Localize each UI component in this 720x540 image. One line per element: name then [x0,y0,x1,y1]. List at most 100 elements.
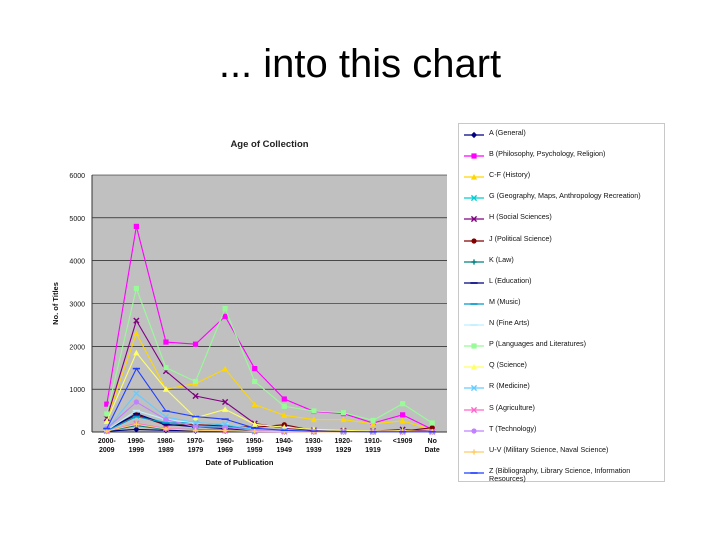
legend-label: B (Philosophy, Psychology, Religion) [489,149,606,159]
data-point [281,412,288,418]
data-point [163,426,169,432]
legend-swatch [464,428,484,434]
legend-item: Z (Bibliography, Library Science, Inform… [463,465,663,487]
data-point [133,399,139,405]
legend-swatch [464,472,484,474]
chart-title: Age of Collection [230,139,308,150]
data-point [251,421,258,427]
x-tick-label-line2: 1939 [306,447,322,454]
data-point [400,401,406,407]
data-point [133,390,140,397]
data-point [252,428,258,434]
legend-swatch-marker [470,406,478,413]
data-point [281,396,287,402]
legend-swatch [464,131,484,139]
legend-label: A (General) [489,128,526,137]
data-point [222,306,228,312]
legend-swatch-marker [470,174,478,180]
x-tick-label: 1980- [157,438,176,445]
legend-item: G (Geography, Maps, Anthropology Recreat… [463,192,663,212]
legend-label: Q (Science) [489,360,527,370]
legend-item: Q (Science) [463,361,663,381]
x-tick-label: 1990- [127,438,146,445]
x-tick-label: 2000- [98,438,117,445]
legend-swatch-marker [471,343,477,349]
legend-swatch [464,406,484,413]
series-line [106,286,433,424]
legend-label: K (Law) [489,254,514,264]
data-point [222,424,228,430]
legend-swatch [464,216,484,223]
legend-swatch-marker [471,449,477,455]
legend-swatch [464,343,484,349]
legend-swatch [464,174,484,180]
legend-swatch-marker [470,195,478,202]
x-tick-label-line2: 1999 [129,447,145,454]
data-point [162,386,170,392]
legend-item: S (Agriculture) [463,403,663,424]
x-tick-label: 1940- [275,438,294,445]
legend-label: P (Languages and Literatures) [489,339,586,349]
y-axis-title: No. of Titles [51,282,60,325]
x-tick-label: 1970- [187,438,206,445]
legend-label: T (Technology) [489,423,537,433]
x-tick-label: 1960- [216,438,235,445]
series-10 [104,285,435,426]
data-point [340,410,347,416]
data-point [370,417,376,424]
data-point [104,401,110,407]
legend-label: Z (Bibliography, Library Science, Inform… [489,465,631,483]
x-tick-label-line2: 1929 [336,447,352,454]
legend-swatch [464,282,484,284]
legend-swatch-marker [471,259,477,265]
data-point [251,401,258,408]
legend-label: G (Geography, Maps, Anthropology Recreat… [489,191,641,201]
legend-label: H (Social Sciences) [489,212,552,222]
x-tick-label-line2: 1989 [158,447,174,454]
x-axis-title: Date of Publication [206,458,274,467]
data-point [163,339,169,345]
legend-item: K (Law) [463,254,663,276]
legend-swatch-marker [471,237,477,244]
legend-swatch [464,303,484,305]
data-point [133,330,140,337]
data-point [192,414,199,421]
data-point [222,406,229,412]
legend-label: C-F (History) [489,170,531,180]
legend-item: U-V (Military Science, Naval Science) [463,445,663,466]
data-point [192,392,199,400]
legend-label: L (Education) [489,275,532,285]
chart-legend: A (General) B (Philosophy, Psychology, Re… [458,123,665,482]
legend-item: T (Technology) [463,423,663,445]
y-tick-label: 3000 [69,302,85,309]
legend-item: J (Political Science) [463,234,663,255]
legend-item: N (Fine Arts) [463,319,663,339]
data-point [133,421,139,427]
legend-item: P (Languages and Literatures) [463,340,663,360]
data-point [133,317,140,324]
legend-swatch [464,364,484,370]
data-point [281,403,287,409]
data-point [192,419,199,426]
data-point [133,426,140,433]
legend-label: R (Medicine) [489,381,530,391]
legend-item: C-F (History) [463,171,663,191]
x-tick-label-line2: 1919 [365,447,381,454]
legend-swatch-marker [470,364,478,370]
data-point [222,365,229,372]
data-point [399,417,406,424]
series-line [106,367,433,433]
legend-swatch-marker [470,385,478,392]
data-point [104,411,110,417]
legend-label: M (Music) [489,296,521,306]
legend-swatch [464,385,484,392]
y-tick-label: 6000 [69,173,85,180]
legend-item: B (Philosophy, Psychology, Religion) [463,150,663,170]
data-point [340,416,347,423]
x-tick-label: No [428,438,437,445]
data-point [429,420,435,426]
slide-title: ... into this chart [218,42,502,86]
data-point [429,425,435,431]
legend-swatch [464,195,484,202]
data-point [163,365,169,371]
